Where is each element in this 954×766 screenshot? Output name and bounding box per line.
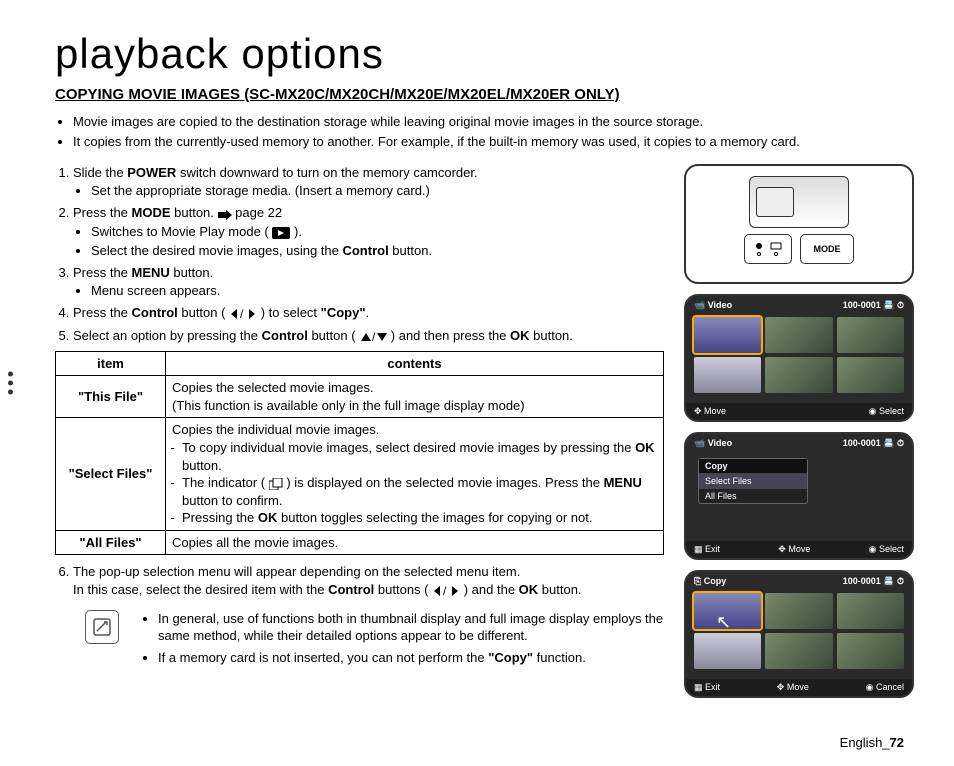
cell-item: "All Files" bbox=[56, 530, 166, 555]
thumbnail bbox=[765, 317, 832, 353]
screen-copy-select: ⎘ Copy 100-0001 📇 ⏱ ↖ ▦ Exit ✥ Move ◉ Ca… bbox=[684, 570, 914, 698]
table-row: "This File" Copies the selected movie im… bbox=[56, 376, 664, 418]
cell-contents: Copies the individual movie images. To c… bbox=[166, 418, 664, 530]
step-4: Press the Control button ( / ) to select… bbox=[73, 304, 664, 322]
cell-contents: Copies the selected movie images. (This … bbox=[166, 376, 664, 418]
thumbnail bbox=[837, 633, 904, 669]
thumbnail bbox=[765, 593, 832, 629]
step-3: Press the MENU button. Menu screen appea… bbox=[73, 264, 664, 300]
step-1: Slide the POWER switch downward to turn … bbox=[73, 164, 664, 200]
intro-item: It copies from the currently-used memory… bbox=[73, 133, 914, 151]
table-row: "All Files" Copies all the movie images. bbox=[56, 530, 664, 555]
intro-item: Movie images are copied to the destinati… bbox=[73, 113, 914, 131]
th-item: item bbox=[56, 351, 166, 376]
page-footer: English_72 bbox=[840, 735, 904, 750]
step-3-sub: Menu screen appears. bbox=[91, 282, 664, 300]
note-item: In general, use of functions both in thu… bbox=[158, 610, 664, 645]
th-contents: contents bbox=[166, 351, 664, 376]
cell-item: "This File" bbox=[56, 376, 166, 418]
cell-contents: Copies all the movie images. bbox=[166, 530, 664, 555]
up-down-icon: / bbox=[359, 331, 387, 343]
steps-list-cont: The pop-up selection menu will appear de… bbox=[73, 563, 664, 599]
svg-text:/: / bbox=[372, 331, 376, 343]
screen-copy-menu: 📹 Video 100-0001 📇 ⏱ Copy Select Files A… bbox=[684, 432, 914, 560]
page-title: playback options bbox=[55, 30, 914, 78]
binding-dots bbox=[8, 372, 14, 395]
screen-video-grid: 📹 Video 100-0001 📇 ⏱ ✥ Move ◉ Select bbox=[684, 294, 914, 422]
note-icon bbox=[85, 610, 119, 644]
illustrations: MODE 📹 Video 100-0001 📇 ⏱ ✥ Move ◉ Selec… bbox=[684, 164, 914, 698]
note-list: In general, use of functions both in thu… bbox=[140, 610, 664, 671]
main-content: Slide the POWER switch downward to turn … bbox=[55, 164, 664, 698]
step-6: The pop-up selection menu will appear de… bbox=[73, 563, 664, 599]
thumbnail bbox=[837, 357, 904, 393]
arrow-right-icon bbox=[218, 210, 232, 220]
thumbnail bbox=[837, 317, 904, 353]
left-right-icon: / bbox=[229, 308, 257, 320]
mode-button: MODE bbox=[800, 234, 854, 264]
camcorder-illustration: MODE bbox=[684, 164, 914, 284]
note-block: In general, use of functions both in thu… bbox=[55, 610, 664, 671]
thumbnail bbox=[765, 633, 832, 669]
rec-play-toggle bbox=[744, 234, 792, 264]
camcorder-icon bbox=[749, 176, 849, 228]
thumbnail bbox=[694, 633, 761, 669]
steps-list: Slide the POWER switch downward to turn … bbox=[73, 164, 664, 345]
thumbnail bbox=[765, 357, 832, 393]
note-item: If a memory card is not inserted, you ca… bbox=[158, 649, 664, 667]
cursor-icon: ↖ bbox=[716, 612, 738, 634]
step-5: Select an option by pressing the Control… bbox=[73, 327, 664, 345]
cell-item: "Select Files" bbox=[56, 418, 166, 530]
step-2-sub: Switches to Movie Play mode ( ). bbox=[91, 223, 664, 241]
section-heading: COPYING MOVIE IMAGES (SC-MX20C/MX20CH/MX… bbox=[55, 86, 914, 103]
copy-indicator-icon bbox=[269, 478, 283, 490]
thumbnail bbox=[694, 357, 761, 393]
step-1-sub: Set the appropriate storage media. (Inse… bbox=[91, 182, 664, 200]
thumbnail bbox=[694, 317, 761, 353]
popup-menu: Copy Select Files All Files bbox=[698, 458, 808, 504]
left-right-icon: / bbox=[432, 585, 460, 597]
thumbnail bbox=[837, 593, 904, 629]
svg-text:/: / bbox=[240, 308, 244, 320]
options-table: item contents "This File" Copies the sel… bbox=[55, 351, 664, 555]
table-row: "Select Files" Copies the individual mov… bbox=[56, 418, 664, 530]
intro-list: Movie images are copied to the destinati… bbox=[73, 113, 914, 150]
step-2-sub: Select the desired movie images, using t… bbox=[91, 242, 664, 260]
svg-text:/: / bbox=[443, 585, 447, 597]
play-mode-icon bbox=[272, 227, 290, 239]
step-2: Press the MODE button. page 22 Switches … bbox=[73, 204, 664, 260]
